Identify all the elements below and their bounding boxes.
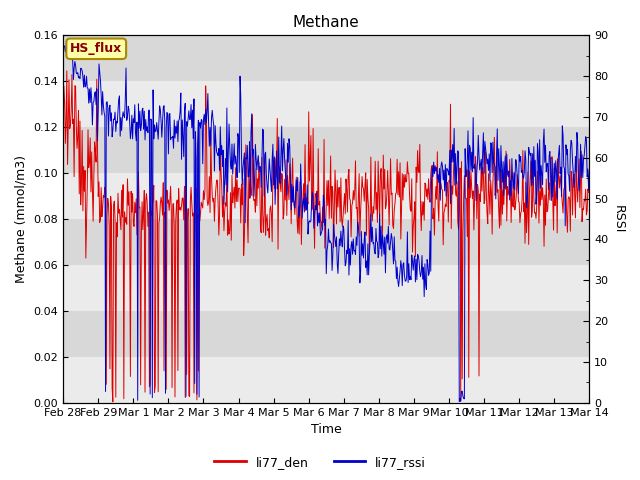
Bar — [63, 127, 589, 173]
X-axis label: Time: Time — [311, 423, 342, 436]
Bar — [63, 81, 589, 127]
Title: Methane: Methane — [293, 15, 360, 30]
Y-axis label: Methane (mmol/m3): Methane (mmol/m3) — [15, 155, 28, 283]
Bar — [63, 311, 589, 357]
Bar — [63, 173, 589, 219]
Text: HS_flux: HS_flux — [70, 42, 122, 55]
Legend: li77_den, li77_rssi: li77_den, li77_rssi — [209, 451, 431, 474]
Y-axis label: RSSI: RSSI — [612, 205, 625, 233]
Bar — [63, 265, 589, 311]
Bar — [63, 36, 589, 81]
Bar — [63, 357, 589, 403]
Bar — [63, 219, 589, 265]
